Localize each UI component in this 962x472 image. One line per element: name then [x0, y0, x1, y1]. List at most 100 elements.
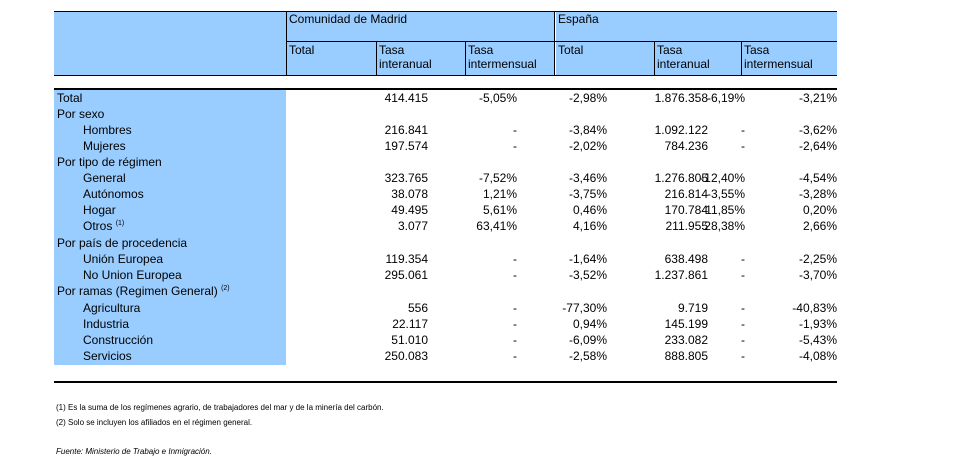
cell-value: - — [741, 123, 745, 137]
cell-value: 250.083 — [384, 349, 428, 363]
row-label: Autónomos — [83, 186, 144, 202]
row-label: Unión Europea — [83, 251, 163, 267]
header-divider — [554, 11, 555, 75]
col-header-intermensual: intermensual — [744, 57, 813, 71]
cell-value: 28,38% — [704, 219, 745, 233]
cell-value: - — [513, 139, 517, 153]
header-divider — [286, 11, 287, 75]
row-label-text: Hogar — [83, 203, 116, 217]
row-label-text: Hombres — [83, 123, 132, 137]
table-row: Construcción 51.010 - -6,09% 233.082 - -5,43% — [54, 332, 837, 348]
cell-value: -3,84% — [568, 123, 607, 137]
cell-value: -2,58% — [568, 349, 607, 363]
row-label: Mujeres — [83, 138, 126, 154]
body-bottom-rule — [54, 381, 837, 383]
cell-value: 638.498 — [664, 252, 708, 266]
table-row: Hombres 216.841 - -3,84% 1.092.122 - -3,62% — [54, 122, 837, 138]
cell-value: 0,94% — [572, 317, 607, 331]
cell-value: - — [513, 317, 517, 331]
table-row: Hogar 49.495 5,61% 0,46% 170.784 11,85% 0,20% — [54, 202, 837, 218]
row-label-text: Autónomos — [83, 187, 144, 201]
table-row: Por país de procedencia — [54, 235, 837, 251]
body-top-rule — [54, 88, 837, 90]
table-row: Mujeres 197.574 - -2,02% 784.236 - -2,64% — [54, 138, 837, 154]
footnote-ref: (2) — [221, 285, 230, 292]
row-label: Hombres — [83, 122, 132, 138]
row-label-column — [54, 90, 286, 365]
cell-value: 888.805 — [664, 349, 708, 363]
cell-value: 22.117 — [392, 317, 428, 331]
cell-value: 323.765 — [384, 171, 428, 185]
table-row: Autónomos 38.078 1,21% -3,75% 216.814 -3,55% -… — [54, 186, 837, 202]
row-label-text: Por sexo — [57, 107, 105, 121]
footnote-ref: (1) — [115, 220, 125, 227]
cell-value: 170.784 — [664, 203, 708, 217]
cell-value: -2,64% — [798, 139, 837, 153]
row-label-text: Servicios — [83, 349, 132, 363]
cell-value: 1.237.861 — [654, 268, 708, 282]
table-row: Por tipo de régimen — [54, 154, 837, 170]
table-row: Agricultura 556 - -77,30% 9.719 - -40,83% — [54, 300, 837, 316]
cell-value: 5,61% — [482, 203, 517, 217]
row-label-text: Agricultura — [83, 301, 141, 315]
row-label: Total — [57, 90, 82, 106]
cell-value: -7,52% — [478, 171, 517, 185]
row-label-text: Unión Europea — [83, 252, 164, 266]
cell-value: 11,85% — [705, 203, 745, 217]
cell-value: 1.876.358 — [654, 91, 708, 105]
cell-value: - — [513, 268, 517, 282]
cell-value: - — [513, 301, 517, 315]
cell-value: 2,66% — [802, 219, 837, 233]
row-label: Construcción — [83, 332, 153, 348]
table-row: Por ramas (Regimen General) (2) — [54, 283, 837, 299]
cell-value: 119.354 — [385, 252, 429, 266]
table-row: Servicios 250.083 - -2,58% 888.805 - -4,08% — [54, 348, 837, 364]
row-label: Por país de procedencia — [57, 235, 187, 251]
cell-value: -77,30% — [562, 301, 607, 315]
cell-value: -3,70% — [798, 268, 837, 282]
cell-value: -5,05% — [478, 91, 517, 105]
row-label: Por sexo — [57, 106, 104, 122]
cell-value: - — [741, 349, 745, 363]
header-stub — [54, 12, 286, 75]
cell-value: -12,40% — [700, 171, 745, 185]
header-madrid — [287, 12, 554, 75]
cell-value: 49.495 — [391, 203, 428, 217]
cell-value: 211.955 — [665, 219, 709, 233]
row-label: No Union Europea — [83, 267, 182, 283]
col-header-tasa: Tasa — [744, 43, 770, 57]
cell-value: - — [513, 349, 517, 363]
col-header-tasa: Tasa — [468, 43, 494, 57]
cell-value: - — [513, 252, 517, 266]
footnote-2: (2) Solo se incluyen los afiliados en el… — [56, 418, 253, 427]
cell-value: 295.061 — [384, 268, 428, 282]
row-label-text: Por país de procedencia — [57, 236, 188, 250]
cell-value: -1,93% — [798, 317, 837, 331]
row-label: Servicios — [83, 348, 132, 364]
cell-value: 1,21% — [482, 187, 517, 201]
header-divider — [376, 41, 377, 75]
cell-value: 414.415 — [384, 91, 428, 105]
cell-value: -3,75% — [568, 187, 607, 201]
header-divider — [654, 41, 655, 75]
table-row: No Union Europea 295.061 - -3,52% 1.237.861 -… — [54, 267, 837, 283]
row-label-text: Por tipo de régimen — [57, 155, 162, 169]
cell-value: - — [741, 301, 745, 315]
cell-value: -6,19% — [706, 91, 745, 105]
cell-value: 9.719 — [677, 301, 708, 315]
cell-value: - — [513, 123, 517, 137]
table-row: General 323.765 -7,52% -3,46% 1.276.805 -12,4… — [54, 170, 837, 186]
cell-value: - — [741, 252, 745, 266]
cell-value: -3,28% — [798, 187, 837, 201]
cell-value: -3,55% — [706, 187, 745, 201]
cell-value: 216.814 — [664, 187, 708, 201]
cell-value: 197.574 — [384, 139, 428, 153]
source-note: Fuente: Ministerio de Trabajo e Inmigrac… — [56, 447, 212, 456]
col-header-total: Total — [558, 43, 584, 57]
row-label: Por ramas (Regimen General) (2) — [57, 283, 230, 299]
cell-value: -2,25% — [798, 252, 837, 266]
header-mid-rule — [287, 41, 837, 42]
col-header-tasa: Tasa — [379, 43, 405, 57]
row-label-text: No Union Europea — [83, 268, 182, 282]
row-label-text: Mujeres — [83, 139, 126, 153]
